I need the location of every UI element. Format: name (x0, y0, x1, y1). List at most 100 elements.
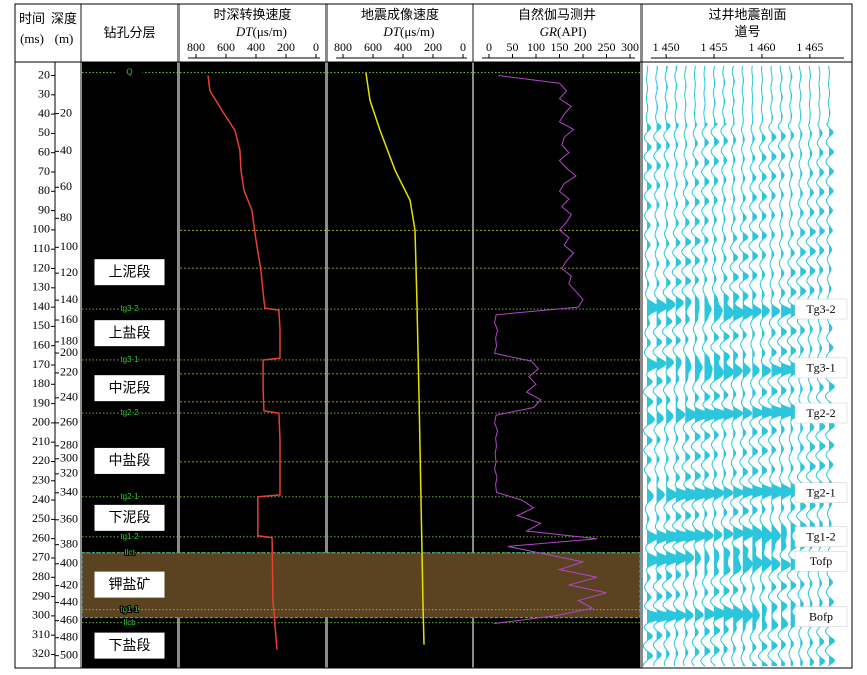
depth-tick-label: 400 (60, 556, 78, 570)
header: 自然伽马测井 (518, 7, 596, 22)
seismic-trace (700, 65, 716, 667)
time-tick-label: 100 (32, 222, 50, 236)
stratum-label: 中泥段 (109, 380, 151, 396)
seismic-horizon-label: Tg3-2 (806, 302, 835, 316)
dt-tick-label: 400 (394, 40, 412, 54)
track-separator (325, 4, 328, 668)
header-var: GR (540, 24, 557, 39)
potash-zone (81, 552, 641, 619)
time-tick-label: 200 (32, 415, 50, 429)
dt-tick-label: 200 (424, 40, 442, 54)
seismic-trace (681, 65, 697, 667)
depth-tick-label: 420 (60, 577, 78, 591)
horizon-label: tg3-1 (120, 355, 139, 364)
seismic-horizon-label: Tg2-1 (806, 486, 835, 500)
seismic-trace (748, 65, 763, 667)
depth-tick-label: 40 (60, 143, 72, 157)
dt-tick-label: 800 (187, 40, 205, 54)
depth-tick-label: 160 (60, 312, 78, 326)
stratum-box (94, 320, 165, 347)
time-tick-label: 210 (32, 434, 50, 448)
gr-tick-label: 200 (574, 40, 592, 54)
depth-tick-label: 440 (60, 594, 78, 608)
stratum-label: 下泥段 (109, 510, 151, 526)
stratum-label: 上盐段 (109, 325, 151, 341)
seismic-fill (675, 65, 695, 667)
depth-tick-label: 180 (60, 334, 78, 348)
dt-tick-label: 600 (217, 40, 235, 54)
seismic-horizon-box (794, 298, 848, 320)
seismic-horizon-box (794, 551, 848, 572)
stratum-box (94, 447, 165, 474)
dt-tick-label: 200 (277, 40, 295, 54)
gr-tick-label: 100 (527, 40, 545, 54)
header: 钻孔分层 (103, 25, 155, 40)
gr-tick-label: 250 (598, 40, 616, 54)
depth-tick-label: 120 (60, 265, 78, 279)
horizon-label: tg1-2 (120, 532, 139, 541)
seismic-trace (652, 65, 668, 667)
seismic-trace (661, 65, 678, 667)
time-tick-label: 130 (32, 280, 50, 294)
time-tick-label: 20 (38, 67, 50, 81)
seismic-trace (757, 65, 772, 667)
time-tick-label: 160 (32, 337, 50, 351)
stratum-box (94, 259, 165, 286)
seismic-trace (738, 65, 752, 667)
seismic-fill (694, 65, 712, 667)
time-tick-label: 230 (32, 473, 50, 487)
depth-tick-label: 260 (60, 415, 78, 429)
stratum-box (94, 504, 165, 531)
time-tick-label: 170 (32, 357, 50, 371)
trace-tick-label: 1 465 (796, 40, 823, 54)
depth-tick-label: 380 (60, 536, 78, 550)
depth-tick-label: 20 (60, 105, 72, 119)
depth-tick-label: 200 (60, 345, 78, 359)
dt-tick-label: 600 (364, 40, 382, 54)
stratum-box (94, 632, 165, 659)
horizon-label: tg3-2 (120, 304, 139, 313)
horizon-label-bg (116, 68, 143, 77)
depth-tick-label: 220 (60, 365, 78, 379)
seismic-trace (776, 65, 792, 667)
time-tick-label: 180 (32, 376, 50, 390)
stratum-box (94, 571, 165, 598)
time-tick-label: 80 (38, 183, 50, 197)
dt-tick-label: 400 (247, 40, 265, 54)
seismic-trace (719, 65, 732, 667)
dt2-curve (365, 72, 425, 645)
time-tick-label: 110 (32, 241, 50, 255)
horizon-label: Q (126, 68, 132, 77)
seismic-horizon-label: Tofp (810, 554, 833, 568)
header: 深度 (51, 11, 77, 26)
time-tick-label: 280 (32, 569, 50, 583)
time-tick-label: 240 (32, 492, 50, 506)
seismic-horizon-box (794, 357, 848, 379)
depth-tick-label: 360 (60, 512, 78, 526)
seismic-fill (761, 65, 778, 667)
dt1-curve (207, 75, 281, 650)
header: 地震成像速度 (361, 7, 439, 22)
dt-tick-label: 0 (313, 40, 319, 54)
seismic-trace (642, 65, 659, 667)
stratum-label: 下盐段 (109, 638, 151, 654)
seismic-fill (752, 65, 768, 667)
time-tick-label: 290 (32, 588, 50, 602)
gr-tick-label: 300 (621, 40, 639, 54)
dt-tick-label: 0 (460, 40, 466, 54)
track-separator (472, 4, 474, 668)
time-tick-label: 30 (38, 87, 50, 101)
seismic-horizon-label: Tg1-2 (806, 530, 835, 544)
horizon-label: tg2-2 (120, 408, 139, 417)
seismic-fill (685, 65, 703, 667)
depth-tick-label: 280 (60, 438, 78, 452)
seismic-trace (709, 65, 725, 667)
horizon-label: tg1-1 (120, 605, 139, 614)
seismic-fill (656, 65, 675, 667)
dt-tick-label: 800 (334, 40, 352, 54)
seismic-horizon-box (794, 526, 848, 548)
seismic-horizon-box (794, 606, 848, 627)
depth-tick-label: 340 (60, 485, 78, 499)
depth-tick-label: 60 (60, 179, 72, 193)
